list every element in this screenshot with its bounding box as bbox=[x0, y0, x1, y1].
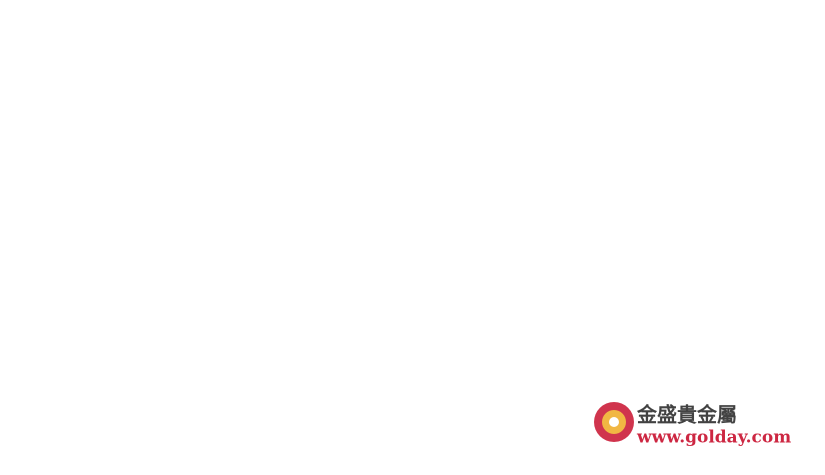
logo-dot bbox=[609, 417, 619, 427]
watermark-url: www.golday.com bbox=[636, 428, 791, 448]
watermark-name: 金盛貴金屬 bbox=[636, 403, 737, 427]
logo: 金盛貴金屬 www.golday.com bbox=[594, 402, 791, 448]
